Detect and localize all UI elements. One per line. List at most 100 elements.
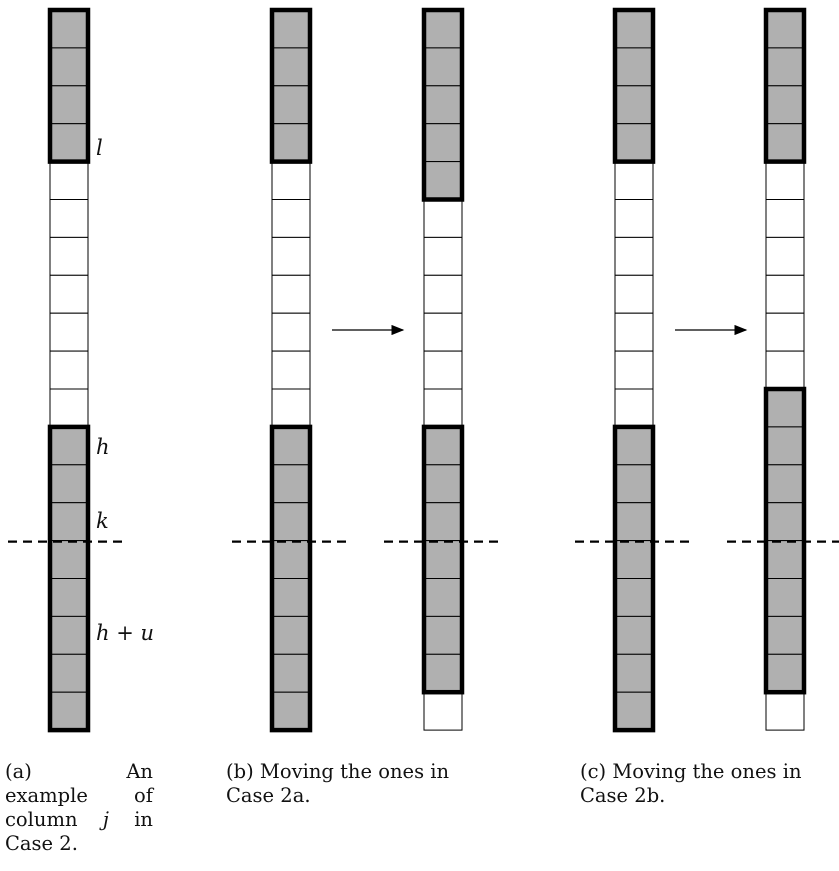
ones-block (612, 7, 656, 164)
cell-zero (765, 199, 805, 238)
cell-one (271, 540, 311, 579)
cell-one (765, 578, 805, 617)
ones-block (612, 424, 656, 733)
caption-b-line1: (b) Moving the ones in (226, 760, 450, 783)
cell-zero (614, 274, 654, 314)
caption-c-line2: Case 2b. (580, 784, 666, 807)
cell-one (423, 123, 463, 163)
cell-one (49, 540, 89, 579)
cell-zero (423, 691, 463, 731)
cell-one (614, 540, 654, 579)
cell-one (765, 464, 805, 504)
caption-a-tag: (a) (5, 760, 32, 783)
cell-one (423, 47, 463, 87)
label-h: h (96, 435, 110, 459)
ones-block (269, 424, 313, 733)
cell-one (614, 47, 654, 87)
label-h-plus-u: h + u (96, 621, 154, 645)
ones-block (421, 424, 465, 695)
cell-one (49, 123, 89, 163)
column-b-after (421, 7, 465, 731)
cell-zero (423, 350, 463, 390)
caption-b: (b) Moving the ones in Case 2a. (226, 760, 449, 808)
ones-block (47, 424, 91, 733)
cell-one (423, 464, 463, 504)
ones-block (47, 7, 91, 164)
cell-zero (614, 312, 654, 352)
cell-zero (423, 388, 463, 428)
cell-one (614, 123, 654, 163)
cell-one (271, 578, 311, 617)
caption-c-line1: (c) Moving the ones in (580, 760, 802, 783)
cell-one (423, 540, 463, 579)
cell-one (423, 9, 463, 49)
cell-one (271, 502, 311, 542)
cell-zero (49, 274, 89, 314)
cell-one (49, 426, 89, 466)
cell-zero (271, 199, 311, 238)
cell-one (765, 9, 805, 49)
caption-a-word-column: column (5, 808, 78, 831)
cell-zero (271, 312, 311, 352)
cell-zero (271, 350, 311, 390)
cell-zero (49, 161, 89, 201)
cell-one (765, 502, 805, 542)
ones-block (421, 7, 465, 202)
cell-one (49, 464, 89, 504)
caption-a-word-example: example (5, 784, 88, 807)
column-b-before (269, 7, 313, 733)
cell-one (49, 47, 89, 87)
cell-zero (614, 236, 654, 276)
column-a-original (47, 7, 91, 733)
cell-zero (49, 236, 89, 276)
cell-zero (765, 350, 805, 390)
cell-one (271, 653, 311, 693)
cell-one (614, 653, 654, 693)
cell-zero (423, 274, 463, 314)
cell-one (423, 161, 463, 201)
cell-one (271, 464, 311, 504)
caption-a-word-in: in (134, 808, 153, 831)
cell-zero (49, 388, 89, 428)
cell-zero (49, 199, 89, 238)
caption-c: (c) Moving the ones in Case 2b. (580, 760, 802, 808)
ones-block (269, 7, 313, 164)
cell-one (271, 9, 311, 49)
caption-a-word-of: of (134, 784, 153, 807)
cell-zero (765, 312, 805, 352)
cell-zero (765, 161, 805, 201)
cell-zero (271, 274, 311, 314)
caption-b-line2: Case 2a. (226, 784, 311, 807)
cell-one (765, 123, 805, 163)
cell-one (765, 653, 805, 693)
cell-zero (765, 236, 805, 276)
cell-one (423, 85, 463, 125)
cell-one (49, 653, 89, 693)
cell-one (765, 615, 805, 655)
cell-zero (271, 236, 311, 276)
cell-zero (614, 161, 654, 201)
cell-zero (765, 274, 805, 314)
cell-one (614, 691, 654, 731)
cell-zero (614, 199, 654, 238)
cell-one (765, 47, 805, 87)
cell-one (49, 578, 89, 617)
column-c-before (612, 7, 656, 733)
cell-zero (271, 388, 311, 428)
cell-zero (49, 350, 89, 390)
cell-one (49, 502, 89, 542)
cell-one (614, 502, 654, 542)
cell-one (614, 9, 654, 49)
cell-one (765, 388, 805, 428)
cell-one (423, 578, 463, 617)
cell-one (765, 85, 805, 125)
cell-one (614, 464, 654, 504)
caption-a-var-j: j (102, 808, 109, 831)
cell-zero (423, 199, 463, 238)
cell-one (49, 85, 89, 125)
cell-one (614, 426, 654, 466)
cell-zero (614, 350, 654, 390)
cell-one (423, 426, 463, 466)
cell-one (271, 426, 311, 466)
